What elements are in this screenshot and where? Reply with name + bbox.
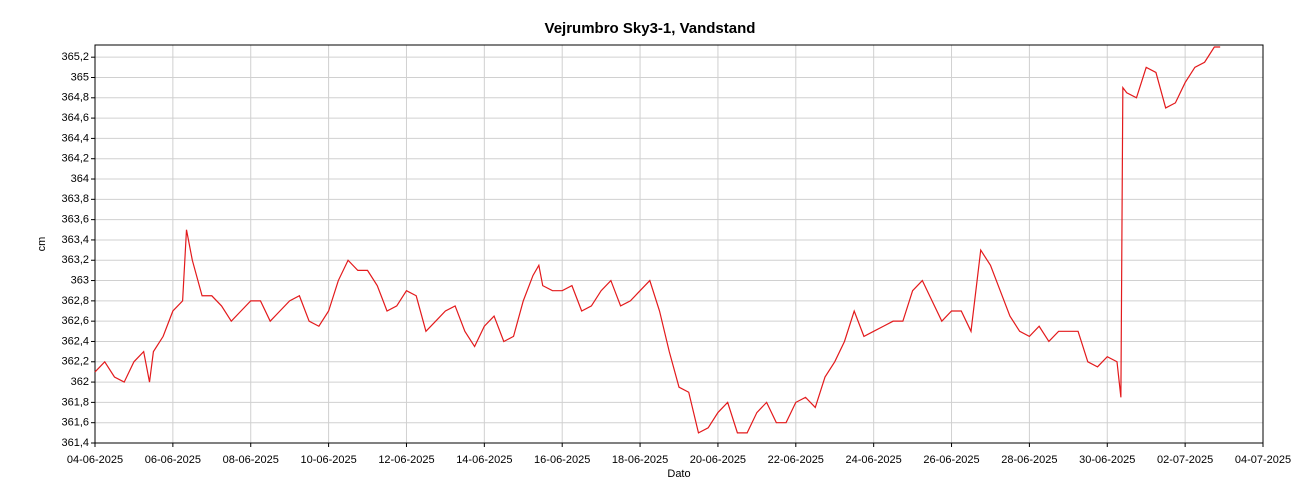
y-tick-label: 363,2 — [61, 254, 89, 266]
x-tick-label: 06-06-2025 — [145, 454, 201, 466]
y-tick-label: 365,2 — [61, 51, 89, 63]
x-axis-label: Dato — [667, 468, 690, 480]
y-tick-label: 361,6 — [61, 417, 89, 429]
x-tick-label: 02-07-2025 — [1157, 454, 1213, 466]
x-tick-label: 12-06-2025 — [378, 454, 434, 466]
x-tick-label: 18-06-2025 — [612, 454, 668, 466]
x-tick-label: 24-06-2025 — [846, 454, 902, 466]
y-tick-label: 363 — [71, 274, 89, 286]
plot-frame — [94, 44, 1264, 444]
y-tick-label: 364 — [71, 173, 89, 185]
y-tick-label: 361,4 — [61, 437, 89, 449]
x-tick-label: 30-06-2025 — [1079, 454, 1135, 466]
y-tick-label: 363,8 — [61, 193, 89, 205]
y-tick-label: 364,8 — [61, 92, 89, 104]
y-tick-label: 362,2 — [61, 356, 89, 368]
x-tick-label: 04-06-2025 — [67, 454, 123, 466]
y-tick-label: 361,8 — [61, 396, 89, 408]
data-line — [94, 46, 1221, 434]
y-tick-label: 364,6 — [61, 112, 89, 124]
x-tick-label: 26-06-2025 — [923, 454, 979, 466]
x-tick-label: 10-06-2025 — [300, 454, 356, 466]
y-tick-label: 362,8 — [61, 295, 89, 307]
y-tick-label: 362,4 — [61, 335, 89, 347]
x-tick-label: 16-06-2025 — [534, 454, 590, 466]
y-tick-label: 365 — [71, 71, 89, 83]
y-tick-label: 364,4 — [61, 132, 89, 144]
x-tick-label: 20-06-2025 — [690, 454, 746, 466]
y-tick-label: 364,2 — [61, 153, 89, 165]
y-axis-label: cm — [36, 237, 48, 252]
x-tick-label: 28-06-2025 — [1001, 454, 1057, 466]
x-tick-label: 08-06-2025 — [223, 454, 279, 466]
chart-title: Vejrumbro Sky3-1, Vandstand — [545, 20, 756, 37]
y-tick-label: 362,6 — [61, 315, 89, 327]
x-tick-label: 14-06-2025 — [456, 454, 512, 466]
x-tick-label: 22-06-2025 — [768, 454, 824, 466]
y-tick-label: 363,4 — [61, 234, 89, 246]
y-tick-label: 362 — [71, 376, 89, 388]
x-tick-label: 04-07-2025 — [1235, 454, 1291, 466]
y-tick-label: 363,6 — [61, 214, 89, 226]
